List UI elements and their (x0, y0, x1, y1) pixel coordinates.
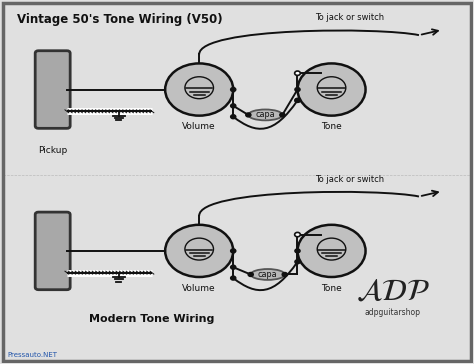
Ellipse shape (251, 269, 285, 280)
Text: Tone: Tone (321, 284, 342, 293)
Circle shape (295, 98, 300, 102)
Circle shape (295, 87, 300, 91)
Circle shape (231, 249, 236, 253)
Circle shape (295, 249, 300, 253)
Text: adpguitarshop: adpguitarshop (365, 308, 421, 317)
Text: Modern Tone Wiring: Modern Tone Wiring (89, 314, 215, 324)
Circle shape (295, 232, 301, 237)
Circle shape (317, 238, 346, 260)
Circle shape (231, 87, 236, 91)
Text: Vintage 50's Tone Wiring (V50): Vintage 50's Tone Wiring (V50) (17, 13, 223, 26)
Circle shape (165, 63, 233, 116)
Circle shape (165, 225, 233, 277)
Circle shape (248, 273, 253, 277)
Ellipse shape (248, 110, 283, 120)
Text: To jack or switch: To jack or switch (315, 175, 384, 184)
FancyBboxPatch shape (35, 212, 70, 290)
Circle shape (282, 273, 287, 277)
Circle shape (317, 77, 346, 99)
Circle shape (185, 77, 213, 99)
Circle shape (295, 98, 300, 102)
Circle shape (231, 115, 236, 119)
Circle shape (231, 104, 236, 108)
Circle shape (298, 63, 365, 116)
Circle shape (231, 276, 236, 280)
Text: To jack or switch: To jack or switch (315, 13, 384, 23)
Text: Volume: Volume (182, 122, 216, 131)
Circle shape (298, 225, 365, 277)
Text: Tone: Tone (321, 122, 342, 131)
Text: Pickup: Pickup (38, 146, 67, 155)
Text: Volume: Volume (182, 284, 216, 293)
Circle shape (295, 260, 300, 264)
FancyBboxPatch shape (35, 51, 70, 128)
Circle shape (246, 113, 251, 117)
Circle shape (295, 71, 301, 75)
Text: Pressauto.NET: Pressauto.NET (8, 352, 58, 358)
Circle shape (280, 113, 285, 117)
Circle shape (231, 265, 236, 269)
Text: capa: capa (258, 270, 278, 279)
Text: $\mathcal{ADP}$: $\mathcal{ADP}$ (356, 275, 430, 306)
Text: capa: capa (255, 110, 275, 119)
Circle shape (185, 238, 213, 260)
